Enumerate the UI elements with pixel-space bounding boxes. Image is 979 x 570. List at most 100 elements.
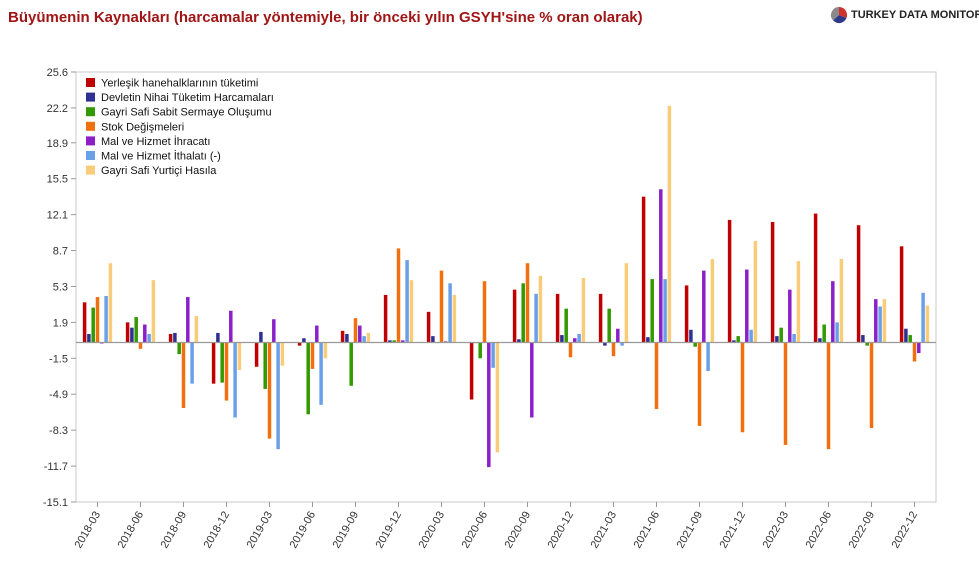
y-tick-label: 1.9	[53, 317, 68, 329]
legend-label: Devletin Nihai Tüketim Harcamaları	[101, 92, 274, 104]
bar	[925, 305, 930, 343]
bar	[650, 279, 654, 343]
bar	[272, 319, 276, 343]
x-tick-label: 2019-09	[331, 510, 362, 551]
y-tick-label: -4.9	[49, 389, 68, 401]
bar	[448, 283, 452, 343]
x-tick-label: 2020-06	[460, 510, 491, 551]
x-tick-label: 2021-09	[675, 510, 706, 551]
y-tick-label: -8.3	[49, 425, 68, 437]
bar	[904, 328, 908, 343]
bar	[813, 213, 818, 343]
bar	[740, 342, 745, 433]
bar	[861, 335, 865, 343]
bar	[710, 259, 715, 343]
brand-logo: TURKEY DATA MONITOR	[830, 6, 979, 24]
y-tick-label: 18.9	[47, 138, 68, 150]
legend-swatch	[86, 107, 95, 117]
x-tick-label: 2022-06	[804, 510, 835, 551]
bar	[624, 263, 629, 343]
bar	[573, 338, 577, 343]
bar	[818, 338, 822, 343]
bar	[646, 337, 650, 343]
x-tick-label: 2022-12	[890, 510, 921, 551]
y-tick-label: 5.3	[53, 281, 68, 293]
bar	[280, 342, 285, 366]
bar	[783, 342, 788, 445]
legend-label: Yerleşik hanehalklarının tüketimi	[101, 78, 258, 90]
bar	[620, 342, 624, 346]
bar	[641, 196, 646, 343]
bar	[917, 342, 921, 354]
bar	[882, 299, 887, 343]
bar	[611, 342, 616, 357]
bar	[452, 294, 457, 343]
bar	[233, 342, 237, 418]
bar	[826, 342, 831, 450]
bar	[874, 299, 878, 343]
bar	[263, 342, 267, 389]
bar	[598, 293, 603, 343]
bar	[770, 222, 775, 343]
pie-logo-icon	[830, 6, 848, 24]
bar	[186, 297, 190, 343]
x-tick-label: 2021-06	[632, 510, 663, 551]
bar	[775, 336, 779, 343]
bar	[560, 335, 564, 343]
x-tick-label: 2018-12	[202, 510, 233, 551]
y-tick-label: -11.7	[44, 461, 68, 473]
legend-label: Stok Değişmeleri	[101, 121, 184, 133]
legend-swatch	[86, 92, 95, 102]
y-tick-label: -1.5	[49, 353, 68, 365]
bar	[788, 289, 792, 343]
bar	[732, 340, 736, 343]
x-tick-label: 2022-09	[847, 510, 878, 551]
bar	[82, 302, 87, 343]
bar	[482, 281, 487, 343]
chart-title: Büyümenin Kaynakları (harcamalar yöntemi…	[8, 9, 643, 26]
bar	[517, 339, 521, 343]
bar	[211, 342, 216, 384]
brand-name: TURKEY DATA MONITOR	[851, 9, 979, 21]
bar	[426, 311, 431, 343]
bar	[87, 334, 91, 343]
bar	[568, 342, 573, 358]
bar	[835, 322, 839, 343]
bar	[495, 342, 500, 453]
bar	[147, 334, 151, 343]
x-tick-label: 2021-03	[589, 510, 620, 551]
bar	[702, 270, 706, 343]
bar	[856, 225, 861, 343]
bar	[177, 342, 181, 355]
bar	[349, 342, 353, 386]
bar	[138, 342, 143, 349]
bar	[362, 336, 366, 343]
bar	[409, 280, 414, 343]
bar	[878, 306, 882, 343]
bar	[181, 342, 186, 408]
bar	[491, 342, 495, 368]
legend-swatch	[86, 151, 95, 160]
bar	[108, 263, 113, 343]
bar	[194, 316, 199, 343]
bar	[229, 310, 233, 343]
bar	[276, 342, 280, 450]
x-tick-label: 2020-12	[546, 510, 577, 551]
x-tick-label: 2021-12	[718, 510, 749, 551]
bar	[353, 318, 358, 343]
bar	[267, 342, 272, 439]
legend-label: Gayri Safi Sabit Sermaye Oluşumu	[101, 107, 272, 119]
bar	[831, 281, 835, 343]
bar	[383, 294, 388, 343]
bar	[168, 334, 173, 343]
bar	[302, 338, 306, 343]
bar	[603, 342, 607, 346]
bar	[564, 308, 568, 343]
bar	[315, 325, 319, 343]
x-tick-label: 2019-12	[374, 510, 405, 551]
bar	[254, 342, 259, 367]
bar	[237, 342, 242, 370]
bar	[405, 260, 409, 343]
legend-label: Mal ve Hizmet İhracatı	[101, 135, 210, 148]
